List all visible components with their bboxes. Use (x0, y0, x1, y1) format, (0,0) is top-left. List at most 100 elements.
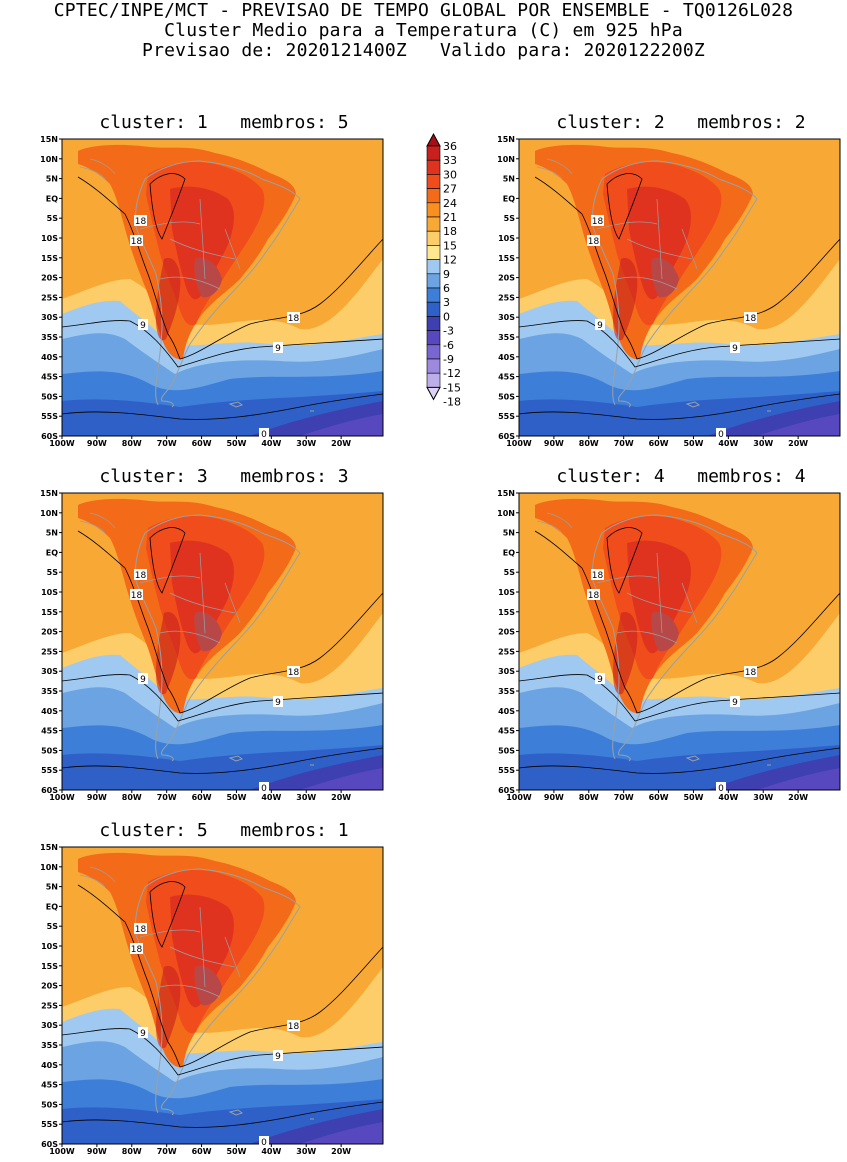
lat-label: 15N (40, 489, 58, 498)
panel-title: cluster: 4 membros: 4 (556, 466, 806, 487)
lon-label: 60W (192, 1147, 212, 1156)
lat-label: EQ (46, 548, 58, 557)
colorbar-label: 18 (443, 225, 457, 238)
lat-label: 15N (40, 135, 58, 144)
lat-label: EQ (503, 194, 515, 203)
contour-label: 18 (131, 945, 143, 955)
lat-label: 5N (503, 529, 515, 538)
lat-label: 30S (41, 667, 58, 676)
contour-label: 0 (261, 1138, 267, 1148)
contour-label: 9 (275, 1052, 281, 1062)
lon-label: 30W (753, 793, 773, 802)
lat-label: 50S (41, 392, 58, 401)
lat-label: 10N (40, 863, 58, 872)
lat-label: 10N (40, 155, 58, 164)
contour-label: 0 (718, 784, 724, 794)
contour-label: 18 (592, 571, 604, 581)
colorbar-swatch (426, 372, 441, 388)
lat-label: 40S (41, 353, 58, 362)
colorbar-label: 6 (443, 282, 450, 295)
colorbar-label: 21 (443, 211, 457, 224)
lat-label: 25S (41, 293, 58, 302)
contour-label: 9 (597, 675, 603, 685)
lon-label: 80W (122, 793, 142, 802)
colorbar-swatch (426, 245, 441, 260)
panel-title: cluster: 3 membros: 3 (99, 466, 349, 487)
contour-label: 18 (745, 314, 757, 324)
lat-label: 15S (41, 254, 58, 263)
lat-label: 10N (497, 155, 515, 164)
lon-label: 60W (192, 439, 212, 448)
contour-label: 9 (732, 344, 738, 354)
contour-label: 18 (588, 237, 600, 247)
lat-label: 20S (41, 274, 58, 283)
colorbar-swatch (426, 344, 441, 360)
colorbar: 36 33 30 27 24 21 18 15 12 9 6 3 0 -3 -6 -9 -12 -15 -18 (422, 132, 482, 446)
lat-label: 5N (46, 883, 58, 892)
lat-label: 35S (41, 1041, 58, 1050)
contour-label: 9 (597, 321, 603, 331)
lat-label: 40S (41, 1061, 58, 1070)
lat-label: 40S (41, 707, 58, 716)
lon-label: 30W (296, 439, 316, 448)
colorbar-label: 15 (443, 239, 457, 252)
colorbar-swatch (426, 174, 441, 189)
colorbar-label: -6 (443, 339, 454, 352)
lon-label: 70W (614, 793, 634, 802)
contour-label: 18 (288, 1022, 300, 1032)
lat-label: 5S (47, 922, 59, 931)
colorbar-label: -15 (443, 381, 461, 394)
lat-label: 55S (41, 766, 58, 775)
colorbar-label: 33 (443, 154, 457, 167)
colorbar-label: 3 (443, 296, 450, 309)
lat-label: 5S (47, 568, 59, 577)
lat-label: 25S (498, 293, 515, 302)
lon-label: 20W (788, 439, 808, 448)
lat-label: 10N (497, 509, 515, 518)
panel-title: cluster: 5 membros: 1 (99, 820, 349, 841)
lat-label: 60S (498, 786, 515, 795)
lat-label: 35S (41, 687, 58, 696)
contour-label: 18 (135, 217, 147, 227)
contour-label: 18 (592, 217, 604, 227)
lon-label: 60W (649, 439, 669, 448)
contour-label: 9 (140, 675, 146, 685)
lon-label: 80W (122, 1147, 142, 1156)
lon-label: 40W (718, 439, 738, 448)
lat-label: 60S (498, 432, 515, 441)
lat-label: 60S (41, 432, 58, 441)
lat-label: 25S (498, 647, 515, 656)
lon-label: 80W (579, 439, 599, 448)
contour-label: 18 (745, 668, 757, 678)
colorbar-swatch (426, 301, 441, 317)
colorbar-label: 30 (443, 168, 457, 181)
lat-label: 10S (41, 942, 58, 951)
colorbar-swatch (426, 358, 441, 374)
contour-label: 9 (140, 321, 146, 331)
colorbar-swatch (426, 316, 441, 331)
map-panel: 18 18 18 9 9 0 15N 10N 5N EQ 5S 10S 15S 20S 25S 3… (457, 135, 847, 454)
lat-label: 45S (498, 373, 515, 382)
lat-label: 55S (498, 412, 515, 421)
lat-label: 20S (498, 628, 515, 637)
lat-label: 55S (41, 1120, 58, 1129)
lat-label: 50S (41, 746, 58, 755)
header-line3: Previsao de: 2020121400Z Valido para: 20… (142, 40, 705, 61)
lon-label: 70W (157, 1147, 177, 1156)
contour-label: 18 (288, 314, 300, 324)
contour-label: 18 (288, 668, 300, 678)
lon-label: 70W (157, 793, 177, 802)
lon-label: 40W (261, 793, 281, 802)
colorbar-label: -3 (443, 325, 454, 338)
lat-label: 35S (498, 687, 515, 696)
lat-label: 35S (498, 333, 515, 342)
lat-label: 55S (498, 766, 515, 775)
lon-label: 40W (261, 1147, 281, 1156)
lat-label: 55S (41, 412, 58, 421)
lat-label: 5N (503, 175, 515, 184)
lat-label: 10S (41, 588, 58, 597)
colorbar-label: 0 (443, 310, 450, 323)
lon-label: 100W (506, 439, 532, 448)
lon-label: 50W (226, 439, 246, 448)
colorbar-swatch (426, 287, 441, 303)
